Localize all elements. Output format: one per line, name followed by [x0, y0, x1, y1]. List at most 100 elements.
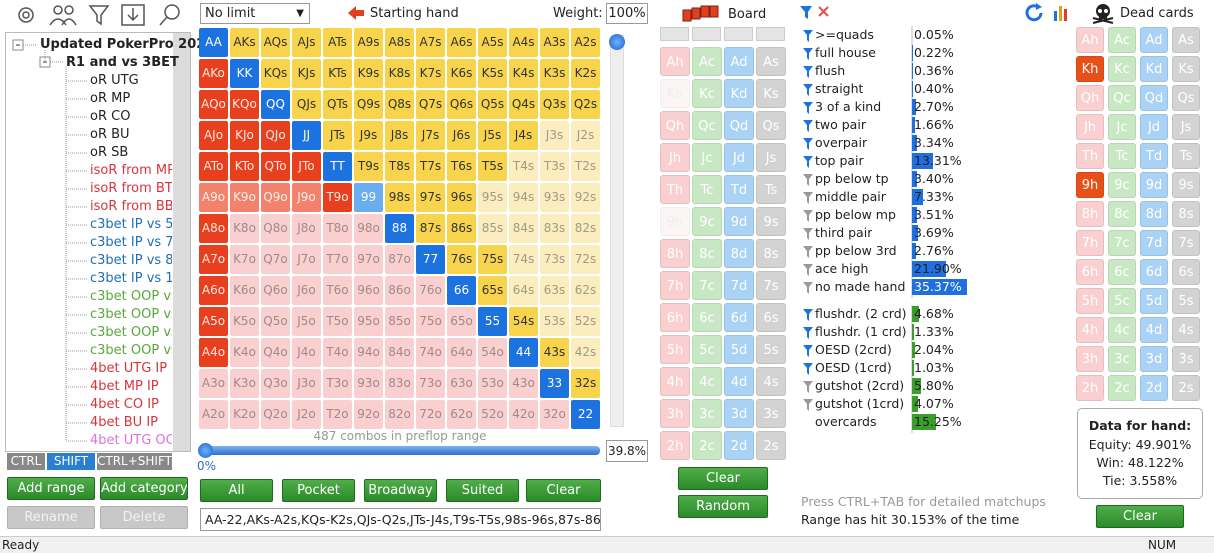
stat-label[interactable]: middle pair — [815, 189, 886, 204]
card[interactable]: Ts — [1172, 143, 1200, 169]
stat-label[interactable]: pp below mp — [815, 207, 896, 222]
hand-cell[interactable]: 87o — [385, 245, 414, 274]
card[interactable]: Js — [1172, 114, 1200, 140]
hand-cell[interactable]: J2s — [571, 121, 600, 150]
hand-cell[interactable]: 84s — [509, 214, 538, 243]
stat-label[interactable]: flushdr. (1 crd) — [815, 324, 907, 339]
card[interactable]: 5s — [1172, 288, 1200, 314]
hand-cell[interactable]: T6s — [447, 152, 476, 181]
hand-cell[interactable]: Q4s — [509, 90, 538, 119]
hand-cell[interactable]: Q3o — [261, 369, 290, 398]
hand-cell[interactable]: Q3s — [540, 90, 569, 119]
hand-cell[interactable]: 76o — [416, 276, 445, 305]
modifier-tab[interactable]: CTRL — [7, 453, 45, 470]
dead-clear[interactable]: Clear — [1096, 505, 1184, 528]
hand-cell[interactable]: K5s — [478, 59, 507, 88]
card[interactable]: Qc — [692, 111, 722, 140]
hand-cell[interactable]: 44 — [509, 338, 538, 367]
hand-cell[interactable]: 96s — [447, 183, 476, 212]
stat-label[interactable]: ace high — [815, 261, 869, 276]
hand-cell[interactable]: A6s — [447, 28, 476, 57]
card[interactable]: Ac — [692, 47, 722, 76]
tree-item[interactable]: c3bet IP vs 10-15 — [90, 271, 172, 286]
card[interactable]: Ts — [756, 175, 786, 204]
hand-cell[interactable]: KJs — [292, 59, 321, 88]
card[interactable]: Td — [1140, 143, 1168, 169]
hand-cell[interactable]: Q5s — [478, 90, 507, 119]
card[interactable]: 4c — [1108, 317, 1136, 343]
hand-cell[interactable]: 52o — [478, 400, 507, 429]
card[interactable]: Th — [660, 175, 690, 204]
board-button[interactable]: Random — [678, 495, 768, 518]
card[interactable]: Tc — [692, 175, 722, 204]
hand-cell[interactable]: K4s — [509, 59, 538, 88]
hand-cell[interactable]: 83s — [540, 214, 569, 243]
hand-cell[interactable]: J9o — [292, 183, 321, 212]
hand-cell[interactable]: 93o — [354, 369, 383, 398]
range-button[interactable]: Add range — [7, 477, 95, 500]
card[interactable]: 8s — [756, 239, 786, 268]
hand-cell[interactable]: T4s — [509, 152, 538, 181]
hand-cell[interactable]: Q6o — [261, 276, 290, 305]
hand-cell[interactable]: JJ — [292, 121, 321, 150]
hand-cell[interactable]: T9o — [323, 183, 352, 212]
hand-cell[interactable]: 97o — [354, 245, 383, 274]
card[interactable]: 9d — [1140, 172, 1168, 198]
hand-cell[interactable]: Q8o — [261, 214, 290, 243]
card[interactable]: 2h — [660, 431, 690, 460]
card[interactable]: 7h — [660, 271, 690, 300]
hand-cell[interactable]: 73s — [540, 245, 569, 274]
card[interactable]: Jd — [724, 143, 754, 172]
card[interactable]: 7h — [1076, 230, 1104, 256]
card[interactable]: 4s — [1172, 317, 1200, 343]
hand-cell[interactable]: 86o — [385, 276, 414, 305]
hand-cell[interactable]: 62o — [447, 400, 476, 429]
range-text[interactable]: AA-22,AKs-A2s,KQs-K2s,QJs-Q2s,JTs-J4s,T9… — [200, 508, 601, 531]
hand-cell[interactable]: 54s — [509, 307, 538, 336]
card[interactable]: As — [756, 47, 786, 76]
card[interactable]: 3d — [724, 399, 754, 428]
range-knob[interactable] — [198, 443, 213, 458]
hand-cell[interactable]: 72o — [416, 400, 445, 429]
hand-cell[interactable]: 33 — [540, 369, 569, 398]
card[interactable]: 9d — [724, 207, 754, 236]
hand-cell[interactable]: KJo — [230, 121, 259, 150]
hand-cell[interactable]: 73o — [416, 369, 445, 398]
card[interactable]: 7c — [692, 271, 722, 300]
card[interactable]: 6d — [1140, 259, 1168, 285]
card[interactable]: Qc — [1108, 85, 1136, 111]
card[interactable]: Js — [756, 143, 786, 172]
stat-label[interactable]: third pair — [815, 225, 873, 240]
card[interactable]: Jh — [660, 143, 690, 172]
modifier-tab[interactable]: SHIFT — [47, 453, 95, 470]
hand-cell[interactable]: 53s — [540, 307, 569, 336]
card[interactable]: 5d — [724, 335, 754, 364]
card[interactable]: 3d — [1140, 346, 1168, 372]
hand-cell[interactable]: KQs — [261, 59, 290, 88]
hand-cell[interactable]: JTo — [292, 152, 321, 181]
stat-label[interactable]: OESD (2crd) — [815, 342, 892, 357]
hand-cell[interactable]: K2s — [571, 59, 600, 88]
hand-cell[interactable]: K5o — [230, 307, 259, 336]
tree-item[interactable]: isoR from BBvsS — [90, 199, 172, 214]
hand-cell[interactable]: J8o — [292, 214, 321, 243]
card[interactable]: 8d — [1140, 201, 1168, 227]
hand-cell[interactable]: 62s — [571, 276, 600, 305]
hand-cell[interactable]: T5o — [323, 307, 352, 336]
hand-cell[interactable]: 64o — [447, 338, 476, 367]
hand-cell[interactable]: 84o — [385, 338, 414, 367]
card[interactable]: 4s — [756, 367, 786, 396]
tree-item[interactable]: isoR from BTN-B — [90, 181, 172, 196]
hand-cell[interactable]: A3o — [199, 369, 228, 398]
card[interactable]: Jd — [1140, 114, 1168, 140]
card[interactable]: 8h — [660, 239, 690, 268]
game-dropdown[interactable]: No limit ▼ — [200, 3, 310, 24]
hand-cell[interactable]: AQs — [261, 28, 290, 57]
hand-cell[interactable]: K8s — [385, 59, 414, 88]
hand-cell[interactable]: 95o — [354, 307, 383, 336]
card[interactable]: 3h — [1076, 346, 1104, 372]
hand-cell[interactable]: 75s — [478, 245, 507, 274]
hand-cell[interactable]: K9s — [354, 59, 383, 88]
hand-cell[interactable]: 65s — [478, 276, 507, 305]
card[interactable]: Qd — [724, 111, 754, 140]
